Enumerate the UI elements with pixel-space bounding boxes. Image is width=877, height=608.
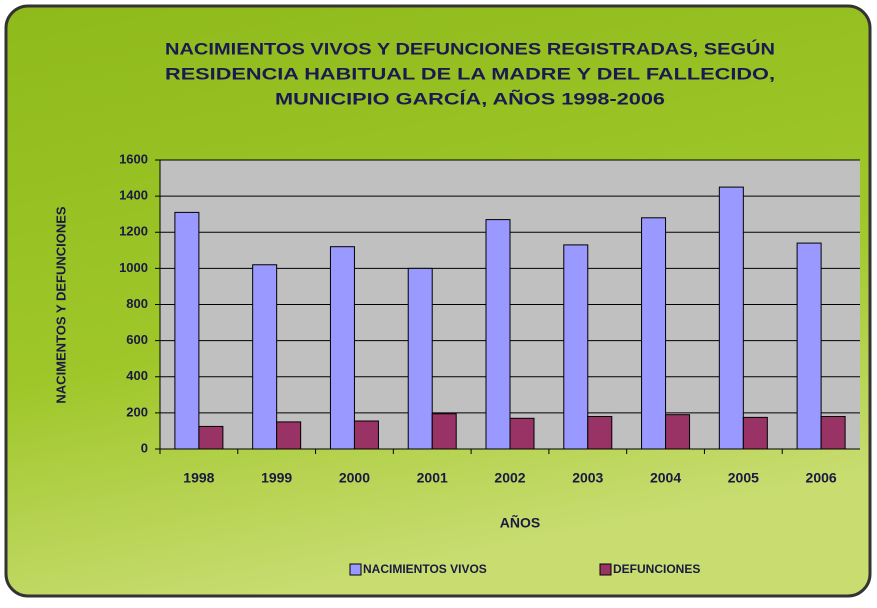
x-tick-label: 2000 (339, 470, 370, 486)
bar (198, 425, 224, 450)
bar (485, 219, 511, 450)
legend-swatch (599, 563, 612, 576)
y-tick-label: 600 (126, 332, 148, 347)
y-tick-label: 1000 (119, 260, 148, 275)
bar (252, 264, 278, 450)
chart-title: RESIDENCIA HABITUAL DE LA MADRE Y DEL FA… (165, 64, 775, 83)
title: NACIMIENTOS VIVOS Y DEFUNCIONES REGISTRA… (165, 39, 775, 108)
x-tick-label: 1999 (261, 470, 292, 486)
legend-label: NACIMIENTOS VIVOS (363, 562, 487, 576)
y-tick-label: 200 (126, 404, 148, 419)
x-tick-label: 2002 (494, 470, 525, 486)
y-tick-label: 1400 (119, 188, 148, 203)
y-tick-label: 800 (126, 296, 148, 311)
y-tick-label: 1600 (119, 151, 148, 166)
bar (718, 186, 744, 450)
bar (742, 416, 768, 450)
x-tick-label: 2004 (650, 470, 681, 486)
y-tick-label: 1200 (119, 224, 148, 239)
x-tick-label: 2006 (806, 470, 837, 486)
bar (407, 267, 433, 450)
y-tick-label: 400 (126, 368, 148, 383)
bar (820, 415, 846, 450)
bar (796, 242, 822, 450)
chart-title: NACIMIENTOS VIVOS Y DEFUNCIONES REGISTRA… (165, 39, 775, 58)
legend-label: DEFUNCIONES (613, 562, 700, 576)
bar (509, 417, 535, 450)
chart-title: MUNICIPIO GARCÍA, AÑOS 1998-2006 (275, 88, 665, 108)
y-axis-title: NACIMENTOS Y DEFUNCIONES (53, 206, 68, 404)
legend-swatch (349, 563, 362, 576)
bar (353, 420, 379, 450)
bar (563, 244, 589, 450)
bar (276, 421, 302, 450)
x-tick-label: 1998 (183, 470, 214, 486)
x-tick-label: 2001 (417, 470, 448, 486)
bar (329, 246, 355, 450)
y-tick-label: 0 (141, 440, 148, 455)
bar (665, 414, 691, 450)
bar (431, 413, 457, 450)
x-tick-label: 2003 (572, 470, 603, 486)
bar (174, 211, 200, 450)
bar (587, 415, 613, 450)
bar (641, 217, 667, 450)
x-tick-label: 2005 (728, 470, 759, 486)
x-axis-title: AÑOS (500, 514, 540, 531)
